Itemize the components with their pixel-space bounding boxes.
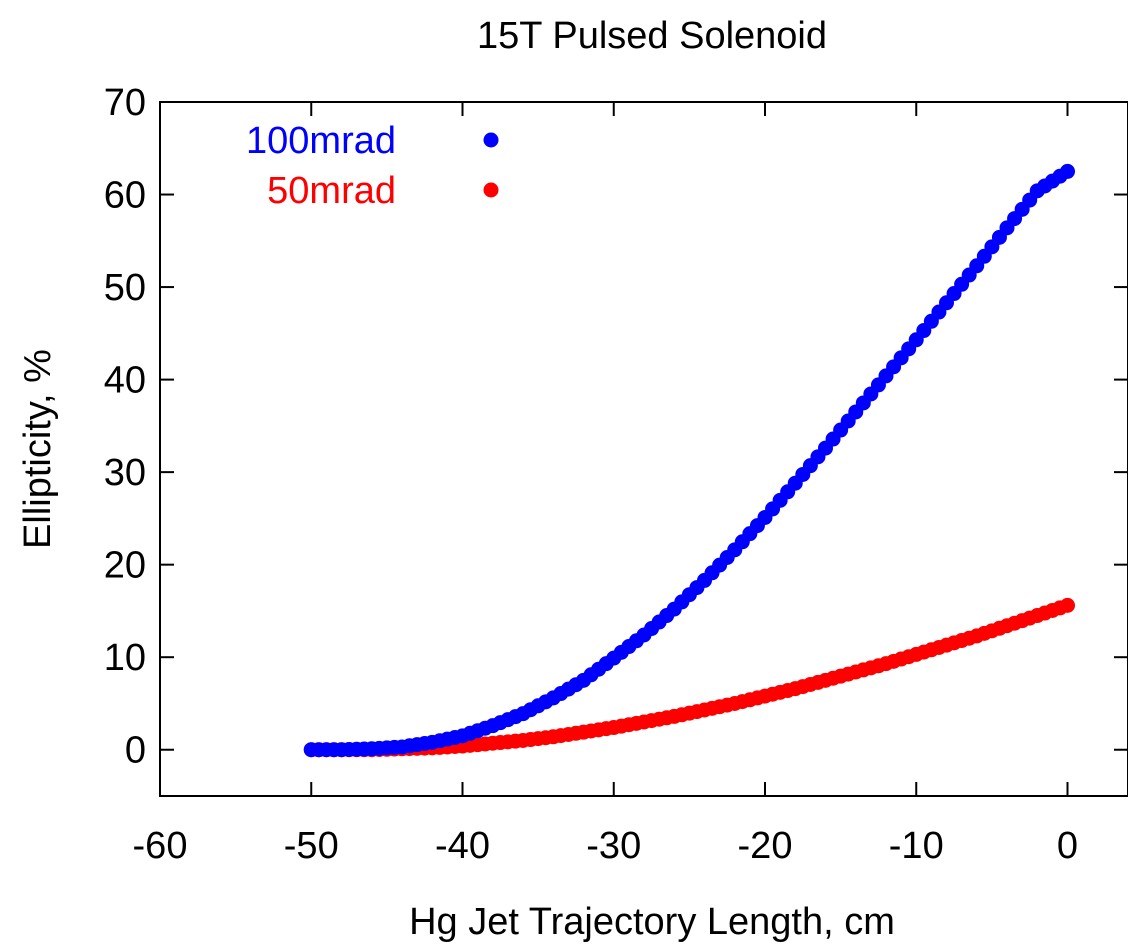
- legend: 100mrad 50mrad: [246, 120, 499, 212]
- x-axis: -60 -50 -40 -30 -20 -10 0: [133, 102, 1078, 867]
- series-layer: [303, 163, 1075, 758]
- y-tick-label: 0: [125, 730, 146, 772]
- plot-frame: [159, 101, 1128, 797]
- y-tick-label: 40: [104, 360, 146, 402]
- x-tick-label: -60: [133, 825, 188, 867]
- y-tick-label: 10: [104, 637, 146, 679]
- x-axis-label: Hg Jet Trajectory Length, cm: [409, 901, 895, 943]
- series-100mrad: [303, 163, 1075, 758]
- legend-marker: [483, 182, 499, 198]
- data-point: [1060, 597, 1075, 613]
- data-point: [1060, 163, 1075, 179]
- x-tick-label: -50: [284, 825, 339, 867]
- y-axis-label: Ellipticity, %: [17, 349, 59, 549]
- x-tick-label: -20: [738, 825, 793, 867]
- y-tick-label: 30: [104, 452, 146, 494]
- y-tick-label: 70: [104, 82, 146, 124]
- x-tick-label: 0: [1057, 825, 1078, 867]
- x-tick-label: -10: [889, 825, 944, 867]
- x-tick-label: -40: [435, 825, 490, 867]
- chart-title: 15T Pulsed Solenoid: [477, 15, 827, 57]
- series-50mrad: [303, 597, 1075, 758]
- y-tick-label: 60: [104, 175, 146, 217]
- y-tick-label: 20: [104, 545, 146, 587]
- y-axis: 0 10 20 30 40 50 60 70: [104, 82, 1128, 772]
- x-tick-label: -30: [586, 825, 641, 867]
- legend-marker: [483, 132, 499, 148]
- y-tick-label: 50: [104, 267, 146, 309]
- legend-label: 50mrad: [267, 170, 396, 212]
- legend-label: 100mrad: [246, 120, 396, 162]
